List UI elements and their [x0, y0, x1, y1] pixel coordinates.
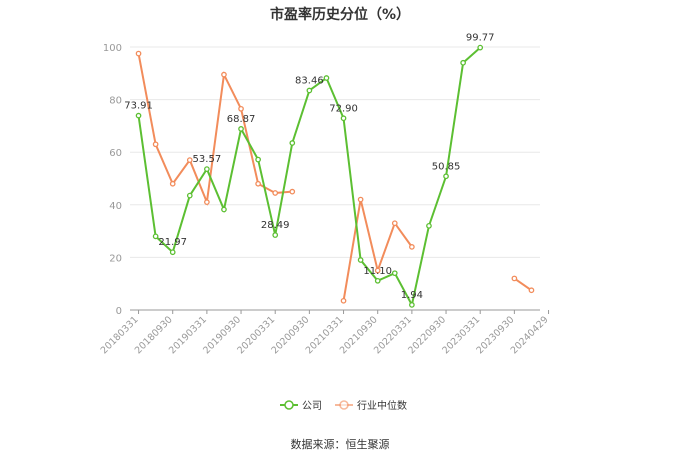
- chart-title: 市盈率历史分位（%）: [269, 7, 411, 23]
- industry-median-point: [135, 50, 142, 57]
- y-axis: 0 20 40 60 80 100: [103, 43, 122, 317]
- company-point: [391, 270, 398, 277]
- company-point: [477, 44, 484, 51]
- y-tick-label: 40: [109, 201, 122, 212]
- company-point: [374, 277, 381, 284]
- industry-median-line: [137, 53, 293, 207]
- company-point: [152, 233, 159, 240]
- industry-median-point: [511, 275, 518, 282]
- data-label: 72.90: [329, 103, 358, 114]
- y-tick-label: 80: [109, 96, 122, 107]
- legend-label: 公司: [302, 401, 322, 412]
- legend-swatch-marker: [284, 400, 294, 410]
- company-point: [409, 302, 415, 308]
- series-layer: [135, 44, 535, 308]
- industry-median-point: [409, 244, 415, 250]
- company-point: [289, 140, 296, 146]
- industry-median-point: [528, 287, 535, 294]
- company-point: [306, 87, 313, 94]
- company-point: [169, 249, 176, 256]
- industry-median-point: [255, 180, 261, 187]
- industry-median-point: [186, 157, 193, 163]
- company-point: [460, 59, 466, 66]
- data-label: 1.94: [401, 290, 423, 301]
- company-point: [357, 257, 364, 263]
- industry-median-point: [204, 199, 210, 206]
- data-label: 53.57: [193, 154, 222, 165]
- industry-median-point: [391, 220, 398, 227]
- data-label: 11.10: [363, 266, 392, 277]
- x-axis: 2018033120180930201903312019093020200331…: [99, 310, 551, 356]
- legend-swatch-marker: [339, 400, 349, 410]
- company-point: [272, 232, 279, 238]
- legend-item-company[interactable]: 公司: [280, 400, 322, 412]
- data-label: 50.85: [432, 161, 461, 172]
- company-point: [238, 126, 244, 132]
- industry-median-point: [272, 190, 279, 196]
- industry-median-point: [152, 141, 159, 148]
- y-tick-label: 20: [109, 253, 122, 264]
- company-point: [204, 166, 210, 172]
- company-point: [443, 173, 449, 180]
- data-source: 数据来源：恒生聚源: [290, 438, 390, 451]
- data-label: 68.87: [227, 114, 256, 125]
- industry-median-point: [357, 196, 364, 203]
- industry-median-point: [169, 180, 176, 187]
- industry-median-point: [374, 267, 381, 274]
- data-label: 73.91: [124, 101, 153, 112]
- industry-median-point: [238, 105, 244, 112]
- company-point: [221, 206, 227, 213]
- company-point: [135, 112, 142, 119]
- industry-median-line: [513, 277, 533, 292]
- gridlines: [130, 46, 540, 311]
- company-point: [186, 192, 193, 199]
- data-label: 83.46: [295, 76, 324, 87]
- company-point: [255, 156, 261, 163]
- legend[interactable]: 公司 行业中位数: [280, 399, 407, 412]
- legend-item-industry-median[interactable]: 行业中位数: [335, 399, 407, 412]
- legend-label: 行业中位数: [357, 399, 407, 412]
- data-label: 21.97: [158, 237, 187, 248]
- industry-median-point: [340, 297, 347, 304]
- company-point: [426, 222, 432, 229]
- industry-median-point: [221, 71, 227, 78]
- company-point: [340, 115, 347, 122]
- data-labels: 73.91 21.97 53.57 68.87 28.49 83.46 72.90 11.10…: [124, 33, 494, 301]
- y-tick-label: 60: [109, 148, 122, 159]
- company-point: [323, 75, 330, 81]
- industry-median-point: [289, 188, 296, 195]
- y-tick-label: 0: [116, 306, 122, 317]
- y-tick-label: 100: [103, 43, 122, 54]
- data-label: 28.49: [261, 220, 290, 231]
- data-label: 99.77: [466, 33, 495, 44]
